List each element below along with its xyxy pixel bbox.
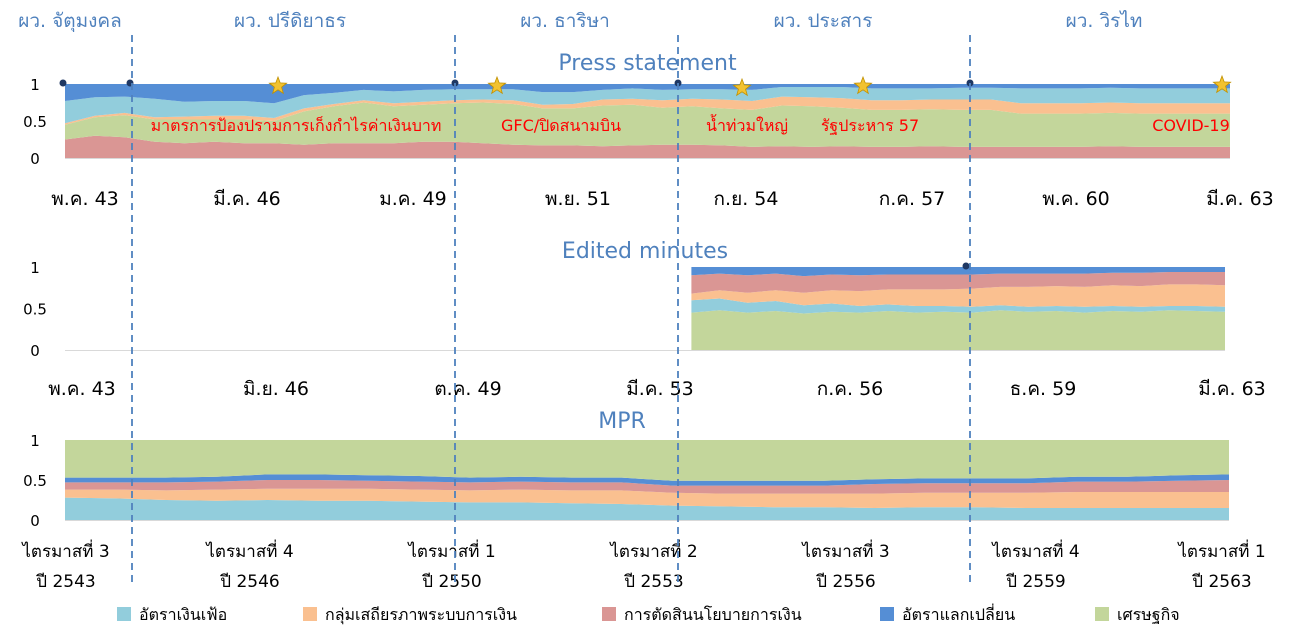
event-label: มาตรการป้องปรามการเก็งกำไรค่าเงินบาท xyxy=(151,115,442,135)
event-star-icon xyxy=(853,75,873,95)
x-tick-label: มี.ค. 63 xyxy=(1198,378,1266,400)
legend-label: อัตราแลกเปลี่ยน xyxy=(902,603,1015,624)
legend-swatch xyxy=(303,607,317,621)
area-financial-stability xyxy=(65,96,1230,125)
y-tick-label: 0.5 xyxy=(23,472,47,490)
x-tick-label-line1: ไตรมาสที่ 3 xyxy=(20,539,109,562)
x-tick-label: ม.ค. 49 xyxy=(379,188,447,210)
legend-swatch xyxy=(602,607,616,621)
area-policy-decision xyxy=(65,135,1230,158)
x-tick-label-line2: ปี 2556 xyxy=(815,572,875,592)
x-tick-label-line1: ไตรมาสที่ 2 xyxy=(608,539,697,562)
area-exchange-rate xyxy=(65,474,1229,486)
y-tick-label: 0 xyxy=(30,512,40,530)
area-exchange-rate xyxy=(65,84,1230,104)
legend-swatch xyxy=(117,607,131,621)
x-tick-label-line1: ไตรมาสที่ 4 xyxy=(990,539,1079,562)
x-tick-label: ก.ค. 57 xyxy=(879,188,946,210)
governor-label: ผว. ประสาร xyxy=(774,10,873,32)
x-tick-label: ก.ค. 56 xyxy=(817,378,884,400)
area-inflation xyxy=(65,87,1230,124)
x-tick-label-line2: ปี 2563 xyxy=(1191,572,1251,592)
legend-label: เศรษฐกิจ xyxy=(1117,605,1180,624)
panel-title: Press statement xyxy=(558,51,737,76)
event-star-icon xyxy=(268,75,288,95)
x-tick-label-line2: ปี 2553 xyxy=(623,572,683,592)
area-exchange-rate xyxy=(691,267,1225,277)
panel-title: Edited minutes xyxy=(562,239,728,264)
y-tick-label: 0 xyxy=(30,150,40,168)
x-tick-label-line1: ไตรมาสที่ 3 xyxy=(800,539,889,562)
governor-change-marker xyxy=(962,262,970,270)
governor-label: ผว. วิรไท xyxy=(1066,10,1143,32)
y-tick-label: 1 xyxy=(30,432,40,450)
event-star-icon xyxy=(732,77,752,97)
area-policy-decision xyxy=(691,272,1225,294)
panel-title: MPR xyxy=(598,409,646,434)
area-financial-stability xyxy=(65,488,1229,508)
legend-label: การตัดสินนโยบายการเงิน xyxy=(624,605,802,624)
governor-change-marker xyxy=(59,79,67,87)
x-tick-label: พ.ย. 51 xyxy=(545,188,611,210)
area-inflation xyxy=(65,497,1229,520)
x-tick-label: ต.ค. 49 xyxy=(434,378,501,400)
governor-label: ผว. ปรีดิยาธร xyxy=(234,10,346,32)
x-tick-label: พ.ค. 43 xyxy=(51,188,119,210)
y-tick-label: 0 xyxy=(30,342,40,360)
event-label: GFC/ปิดสนามบิน xyxy=(501,116,621,135)
x-tick-label: มิ.ย. 46 xyxy=(243,378,309,400)
x-tick-label-line1: ไตรมาสที่ 4 xyxy=(204,539,293,562)
area-economy xyxy=(65,102,1230,147)
event-label: COVID-19 xyxy=(1152,116,1230,135)
x-tick-label-line1: ไตรมาสที่ 1 xyxy=(1176,539,1265,562)
governor-label: ผว. ธาริษา xyxy=(520,10,610,32)
event-star-icon xyxy=(487,75,507,95)
x-tick-label-line2: ปี 2559 xyxy=(1005,572,1065,592)
x-tick-label: พ.ค. 43 xyxy=(48,378,116,400)
legend-swatch xyxy=(1095,607,1109,621)
x-tick-label: มี.ค. 46 xyxy=(213,188,281,210)
legend-label: กลุ่มเสถียรภาพระบบการเงิน xyxy=(325,605,517,625)
x-tick-label-line2: ปี 2546 xyxy=(219,572,279,592)
area-economy xyxy=(65,440,1229,481)
x-tick-label: ธ.ค. 59 xyxy=(1010,378,1077,400)
x-tick-label: มี.ค. 63 xyxy=(1206,188,1274,210)
governor-label: ผว. จัตุมงคล xyxy=(18,10,122,33)
y-tick-label: 1 xyxy=(30,76,40,94)
legend-label: อัตราเงินเฟ้อ xyxy=(139,605,227,624)
area-financial-stability xyxy=(691,284,1225,307)
y-tick-label: 1 xyxy=(30,259,40,277)
x-tick-label-line2: ปี 2543 xyxy=(35,572,95,592)
event-star-icon xyxy=(1212,74,1232,94)
y-tick-label: 0.5 xyxy=(23,113,47,131)
x-tick-label: พ.ค. 60 xyxy=(1042,188,1110,210)
x-tick-label-line1: ไตรมาสที่ 1 xyxy=(406,539,495,562)
x-tick-label-line2: ปี 2550 xyxy=(421,572,481,592)
area-economy xyxy=(691,310,1225,350)
x-tick-label: ก.ย. 54 xyxy=(714,188,779,210)
x-tick-label: มี.ค. 53 xyxy=(626,378,694,400)
area-inflation xyxy=(691,298,1225,314)
legend-swatch xyxy=(880,607,894,621)
area-policy-decision xyxy=(65,480,1229,494)
event-label: รัฐประหาร 57 xyxy=(821,116,919,135)
event-label: น้ำท่วมใหญ่ xyxy=(706,114,788,135)
y-tick-label: 0.5 xyxy=(23,301,47,319)
